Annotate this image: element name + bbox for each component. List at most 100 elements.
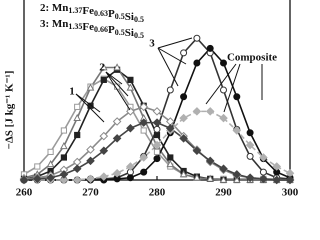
marker <box>192 146 202 156</box>
marker <box>152 107 162 116</box>
marker <box>59 170 69 179</box>
marker <box>46 173 55 183</box>
series-line <box>24 110 291 181</box>
subscript: 0.5 <box>115 12 125 21</box>
marker <box>60 127 67 134</box>
marker <box>259 168 267 176</box>
marker <box>152 140 162 150</box>
marker <box>233 93 241 101</box>
element: Fe <box>82 5 94 17</box>
marker <box>285 175 295 185</box>
marker <box>179 134 188 143</box>
annotation-arrow <box>75 93 101 113</box>
x-tick-label: 300 <box>282 187 299 199</box>
marker <box>219 164 228 174</box>
marker <box>140 127 147 134</box>
element: Fe <box>82 21 94 33</box>
element: Mn <box>52 18 69 30</box>
marker <box>60 154 67 161</box>
marker <box>99 146 109 156</box>
marker <box>219 113 228 123</box>
marker <box>206 174 215 182</box>
y-axis-label: −ΔS [J kg⁻¹ K⁻¹] <box>4 71 16 150</box>
annotation: 1 <box>69 86 75 98</box>
marker <box>72 164 82 174</box>
annotation: 2 <box>99 62 105 74</box>
marker <box>126 174 134 182</box>
marker <box>220 86 227 94</box>
annotation-arrow <box>205 63 237 105</box>
marker <box>232 126 242 135</box>
marker <box>112 168 122 178</box>
annotation-arrow <box>157 47 179 87</box>
marker <box>193 59 201 67</box>
marker <box>19 175 29 185</box>
marker <box>139 118 149 127</box>
marker <box>86 156 95 166</box>
marker <box>47 148 54 155</box>
element: Si <box>125 11 134 23</box>
subscript: 0.63 <box>94 9 108 18</box>
annotation-arrow <box>223 63 241 113</box>
marker <box>86 145 95 154</box>
marker <box>112 134 122 143</box>
marker <box>205 107 215 116</box>
marker <box>153 155 161 163</box>
subscript: 0.5 <box>134 31 144 40</box>
marker <box>166 86 174 94</box>
marker <box>153 148 161 155</box>
marker <box>272 175 282 185</box>
marker <box>180 93 188 101</box>
marker <box>73 113 82 122</box>
marker <box>32 174 42 184</box>
subscript: 1.35 <box>68 22 82 31</box>
marker <box>74 103 81 110</box>
subscript: 1.37 <box>68 6 82 15</box>
marker <box>99 172 109 181</box>
marker <box>245 173 255 183</box>
marker <box>153 131 161 139</box>
marker <box>140 168 148 176</box>
marker <box>113 63 121 71</box>
marker <box>166 159 175 168</box>
marker <box>193 173 201 181</box>
x-tick-label: 260 <box>16 187 33 199</box>
marker <box>46 159 55 168</box>
element: Mn <box>52 2 69 14</box>
marker <box>34 163 41 170</box>
marker <box>179 113 188 123</box>
subscript: 0.5 <box>134 15 144 24</box>
marker <box>246 152 254 160</box>
annotation-arrow <box>157 47 187 65</box>
subscript: 0.66 <box>94 25 108 34</box>
marker <box>59 175 69 185</box>
legend-entry: 3: Mn1.35Fe0.66P0.5Si0.5 <box>40 18 144 40</box>
marker <box>86 83 95 91</box>
legend-label: 2: <box>40 2 52 14</box>
marker <box>72 175 82 185</box>
marker <box>165 123 175 133</box>
marker <box>206 44 214 52</box>
marker <box>259 174 268 184</box>
marker <box>112 117 122 126</box>
marker <box>205 156 215 166</box>
element: P <box>108 8 115 20</box>
legend-label: 3: <box>40 18 52 30</box>
annotation-arrow <box>105 71 129 97</box>
marker <box>192 107 202 116</box>
marker <box>126 107 135 116</box>
legend-entry: 2: Mn1.37Fe0.63P0.5Si0.5 <box>40 2 144 24</box>
marker <box>245 140 255 150</box>
x-tick-label: 290 <box>215 187 232 199</box>
annotation-arrow <box>105 71 123 85</box>
element: Si <box>125 27 134 39</box>
subscript: 0.5 <box>115 28 125 37</box>
marker <box>152 118 162 127</box>
marker <box>99 131 109 141</box>
marker <box>193 34 201 42</box>
x-tick-label: 280 <box>149 187 166 199</box>
annotation-arrow <box>75 93 105 123</box>
marker <box>60 141 68 150</box>
x-tick-label: 270 <box>82 187 99 199</box>
